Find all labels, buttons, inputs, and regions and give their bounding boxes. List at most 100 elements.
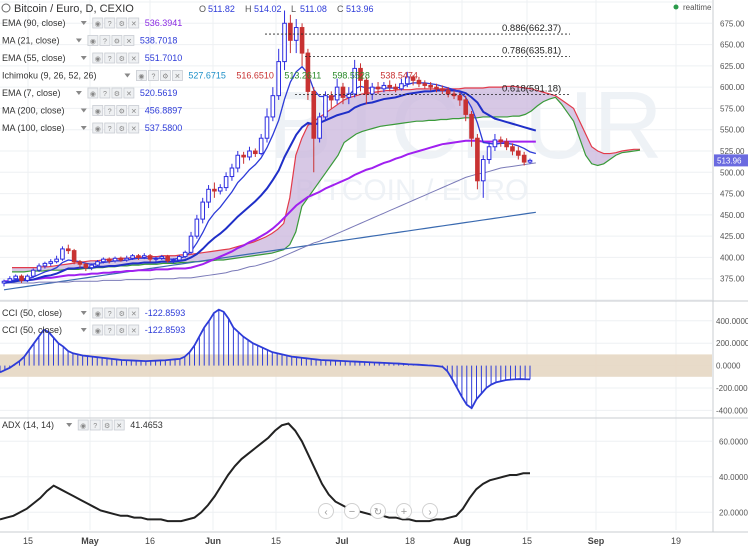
legend-controls[interactable]: ◉? ⚙ ✕ xyxy=(77,419,125,431)
gear-button[interactable] xyxy=(116,122,128,134)
eye-button[interactable] xyxy=(87,87,99,99)
candle-body xyxy=(212,188,217,192)
time-tick-label: 19 xyxy=(671,536,681,546)
gear-button[interactable] xyxy=(101,419,113,431)
help-button[interactable] xyxy=(147,70,159,81)
dropdown-arrow-icon[interactable] xyxy=(75,38,82,43)
candlesticks xyxy=(1,10,533,287)
candle-body xyxy=(54,258,59,263)
dropdown-arrow-icon[interactable] xyxy=(80,311,87,315)
candle-body xyxy=(305,52,311,92)
ohlc-key: L xyxy=(291,4,296,14)
close-icon: ✕ xyxy=(126,39,132,46)
close-button[interactable] xyxy=(128,105,140,116)
candle-body xyxy=(48,261,54,264)
dropdown-arrow-icon[interactable] xyxy=(80,21,87,25)
candle-body xyxy=(422,83,428,86)
reset-button[interactable]: ↻ xyxy=(370,503,386,519)
close-button[interactable] xyxy=(128,307,140,319)
eye-button[interactable] xyxy=(77,419,89,431)
legend-label: Ichimoku (9, 26, 52, 26) xyxy=(2,71,97,81)
close-button[interactable] xyxy=(128,324,140,336)
dropdown-arrow-icon[interactable] xyxy=(80,328,87,332)
dropdown-arrow-icon[interactable] xyxy=(124,73,131,78)
legend-controls[interactable]: ◉? ⚙ ✕ xyxy=(135,70,183,81)
help-button[interactable] xyxy=(104,307,116,319)
legend-controls[interactable]: ◉? ⚙ ✕ xyxy=(92,52,140,64)
candle-body xyxy=(1,280,7,284)
gear-button[interactable] xyxy=(116,105,128,116)
help-button[interactable] xyxy=(99,35,111,46)
gear-button[interactable] xyxy=(116,307,128,319)
eye-button[interactable] xyxy=(87,35,99,46)
scroll-right-button[interactable]: › xyxy=(422,503,438,519)
candle-body xyxy=(264,116,270,139)
eye-button[interactable] xyxy=(92,17,104,29)
gear-button[interactable] xyxy=(159,70,171,81)
adx-tick-label: 60.0000 xyxy=(719,437,748,446)
legend-value: 456.8897 xyxy=(145,106,183,116)
eye-button[interactable] xyxy=(92,307,104,319)
candle-body xyxy=(36,265,42,271)
ohlc-key: O xyxy=(199,4,206,14)
fibonacci-levels: 0.886(662.37) 0.786(635.81) 0.618(591.18) xyxy=(265,23,570,96)
dropdown-arrow-icon[interactable] xyxy=(66,423,73,427)
candle-body xyxy=(118,257,124,261)
eye-button[interactable] xyxy=(92,105,104,116)
time-tick-label: May xyxy=(81,536,99,546)
legend-controls[interactable]: ◉? ⚙ ✕ xyxy=(92,324,140,336)
dropdown-arrow-icon[interactable] xyxy=(80,56,87,60)
legend-controls[interactable]: ◉? ⚙ ✕ xyxy=(92,307,140,319)
legend-controls[interactable]: ◉? ⚙ ✕ xyxy=(92,17,140,29)
legend-controls[interactable]: ◉? ⚙ ✕ xyxy=(92,105,140,116)
close-icon: ✕ xyxy=(126,91,132,98)
close-button[interactable] xyxy=(123,35,135,46)
help-button[interactable] xyxy=(104,52,116,64)
gear-button[interactable] xyxy=(116,52,128,64)
gear-icon: ⚙ xyxy=(119,327,125,335)
gear-button[interactable] xyxy=(111,35,123,46)
candle-body xyxy=(381,84,387,90)
close-button[interactable] xyxy=(128,122,140,134)
help-button[interactable] xyxy=(104,324,116,336)
close-button[interactable] xyxy=(171,70,183,81)
legend-controls[interactable]: ◉? ⚙ ✕ xyxy=(87,87,135,99)
dropdown-arrow-icon[interactable] xyxy=(75,91,82,95)
eye-button[interactable] xyxy=(135,70,147,81)
time-tick-label: Jul xyxy=(335,536,348,546)
price-tick-label: 550.00 xyxy=(720,126,745,135)
eye-button[interactable] xyxy=(92,122,104,134)
help-button[interactable] xyxy=(99,87,111,99)
close-button[interactable] xyxy=(128,52,140,64)
zoom-out-button[interactable]: − xyxy=(344,503,360,519)
help-button[interactable] xyxy=(104,17,116,29)
close-button[interactable] xyxy=(128,17,140,29)
chart-header: Bitcoin / Euro, D, CEXIO O 511.82 H 514.02 L… xyxy=(1,3,712,15)
timeline-controls: ‹ − ↻ + › xyxy=(318,503,438,519)
cci-tick-label: 200.0000 xyxy=(716,339,748,348)
gear-button[interactable] xyxy=(111,87,123,99)
gear-button[interactable] xyxy=(116,17,128,29)
legend-controls[interactable]: ◉? ⚙ ✕ xyxy=(87,35,135,46)
close-button[interactable] xyxy=(123,87,135,99)
fib-level-label: 0.618(591.18) xyxy=(502,84,561,95)
price-tick-label: 450.00 xyxy=(720,211,745,220)
help-icon: ? xyxy=(108,109,112,116)
symbol-title[interactable]: Bitcoin / Euro, D, CEXIO xyxy=(14,3,134,15)
dropdown-arrow-icon[interactable] xyxy=(80,126,87,130)
help-icon: ? xyxy=(108,21,112,28)
help-button[interactable] xyxy=(104,122,116,134)
zoom-in-button[interactable]: + xyxy=(396,503,412,519)
eye-button[interactable] xyxy=(92,324,104,336)
gear-button[interactable] xyxy=(116,324,128,336)
time-tick-label: Sep xyxy=(588,536,605,546)
close-button[interactable] xyxy=(113,419,125,431)
scroll-left-button[interactable]: ‹ xyxy=(318,503,334,519)
help-button[interactable] xyxy=(89,419,101,431)
collapse-icon[interactable] xyxy=(1,3,11,13)
legend-controls[interactable]: ◉? ⚙ ✕ xyxy=(92,122,140,134)
eye-button[interactable] xyxy=(92,52,104,64)
dropdown-arrow-icon[interactable] xyxy=(80,108,87,113)
help-button[interactable] xyxy=(104,105,116,116)
